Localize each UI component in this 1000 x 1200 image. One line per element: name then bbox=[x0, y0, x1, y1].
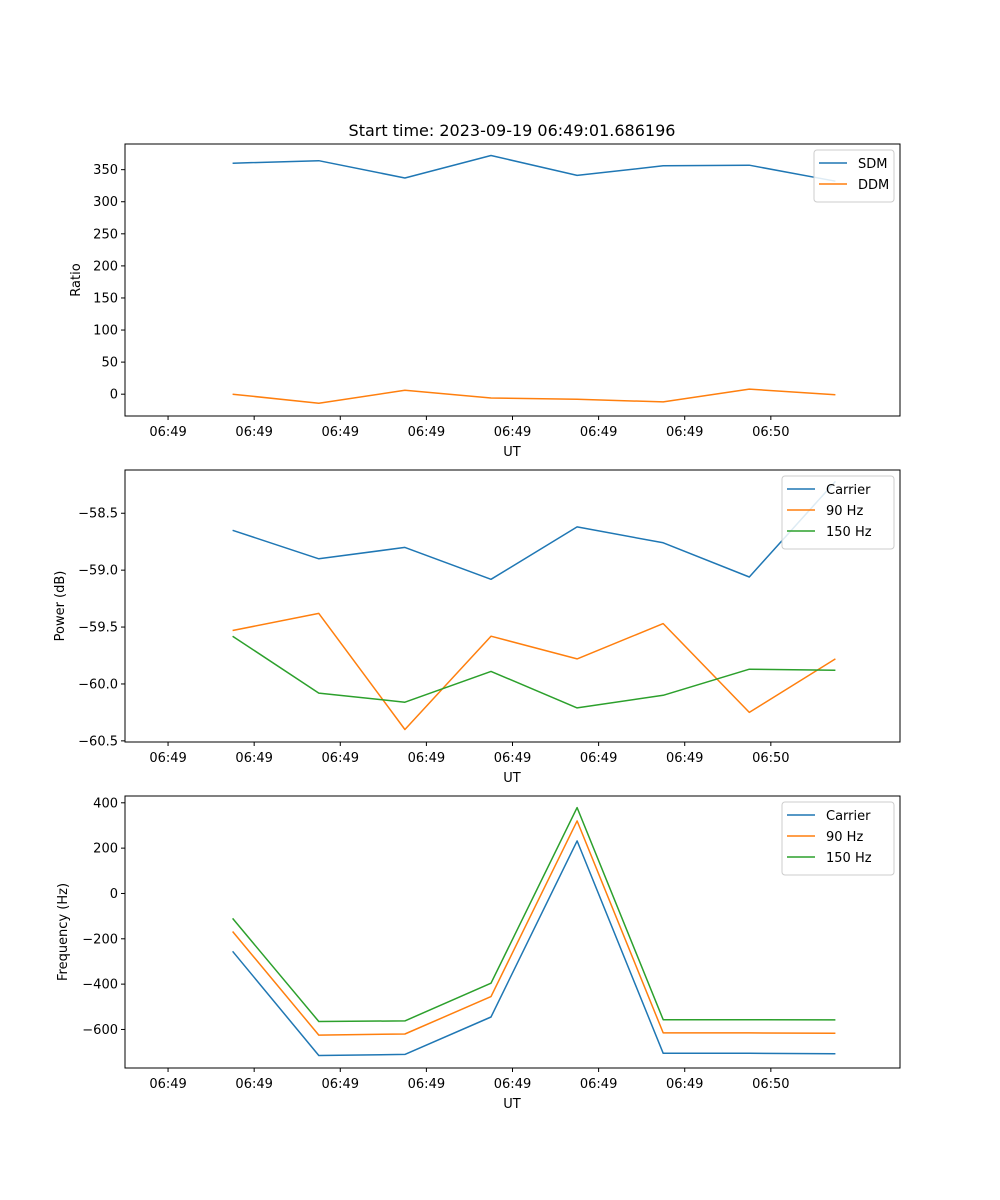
x-tick-label: 06:50 bbox=[752, 425, 789, 440]
y-tick-label: −58.5 bbox=[78, 507, 118, 522]
x-tick-label: 06:49 bbox=[666, 751, 703, 766]
x-tick-label: 06:49 bbox=[408, 751, 445, 766]
x-tick-label: 06:49 bbox=[580, 425, 617, 440]
x-tick-label: 06:49 bbox=[580, 751, 617, 766]
x-axis-label: UT bbox=[503, 1097, 521, 1112]
figure-title: Start time: 2023-09-19 06:49:01.686196 bbox=[349, 121, 676, 140]
x-tick-label: 06:49 bbox=[149, 425, 186, 440]
x-axis-label: UT bbox=[503, 771, 521, 786]
panel-ratio: 0 50 100 150 200 250 300 350 06:49 06:49 06:49 06:… bbox=[69, 143, 901, 460]
x-tick-label: 06:49 bbox=[494, 425, 531, 440]
series-line-150-hz bbox=[232, 635, 836, 709]
y-axis-label: Ratio bbox=[69, 263, 84, 296]
y-axis-label: Power (dB) bbox=[53, 571, 68, 642]
y-tick-label: −600 bbox=[82, 1023, 118, 1038]
x-tick-label: 06:49 bbox=[235, 1077, 272, 1092]
x-axis-label: UT bbox=[503, 445, 521, 460]
y-tick-label: 0 bbox=[110, 887, 118, 902]
y-tick-label: 200 bbox=[93, 259, 118, 274]
x-tick-label: 06:50 bbox=[752, 751, 789, 766]
legend-label: 150 Hz bbox=[826, 525, 872, 540]
y-tick-label: 100 bbox=[93, 324, 118, 339]
series-line-90-hz bbox=[232, 612, 836, 731]
panel-power: −58.5 −59.0 −59.5 −60.0 −60.5 06:49 06:49 06:4… bbox=[53, 469, 901, 786]
x-tick-label: 06:49 bbox=[149, 1077, 186, 1092]
y-tick-label: 250 bbox=[93, 227, 118, 242]
x-tick-label: 06:49 bbox=[580, 1077, 617, 1092]
y-tick-label: 300 bbox=[93, 195, 118, 210]
x-tick-label: 06:49 bbox=[494, 751, 531, 766]
x-tick-label: 06:49 bbox=[666, 425, 703, 440]
x-tick-label: 06:49 bbox=[408, 1077, 445, 1092]
y-tick-label: −59.0 bbox=[78, 564, 118, 579]
legend-label: Carrier bbox=[826, 809, 871, 824]
series-line-150-hz bbox=[232, 806, 836, 1023]
legend-label: SDM bbox=[858, 157, 887, 172]
y-tick-label: 350 bbox=[93, 163, 118, 178]
y-tick-label: 400 bbox=[93, 796, 118, 811]
series-line-ddm bbox=[232, 388, 836, 404]
series-line-sdm bbox=[232, 154, 836, 182]
x-tick-label: 06:49 bbox=[322, 1077, 359, 1092]
y-tick-label: 50 bbox=[101, 356, 118, 371]
x-tick-label: 06:49 bbox=[322, 425, 359, 440]
x-tick-label: 06:49 bbox=[494, 1077, 531, 1092]
legend-label: DDM bbox=[858, 178, 889, 193]
x-tick-label: 06:49 bbox=[408, 425, 445, 440]
y-axis-label: Frequency (Hz) bbox=[56, 883, 71, 981]
legend-label: 90 Hz bbox=[826, 830, 863, 845]
y-tick-label: 0 bbox=[110, 388, 118, 403]
x-tick-label: 06:49 bbox=[666, 1077, 703, 1092]
series-line-90-hz bbox=[232, 820, 836, 1036]
y-tick-label: −200 bbox=[82, 932, 118, 947]
y-tick-label: −400 bbox=[82, 978, 118, 993]
x-tick-label: 06:49 bbox=[149, 751, 186, 766]
legend-label: 150 Hz bbox=[826, 851, 872, 866]
y-tick-label: 200 bbox=[93, 842, 118, 857]
series-line-carrier bbox=[232, 840, 836, 1057]
legend-label: 90 Hz bbox=[826, 504, 863, 519]
y-tick-label: −59.5 bbox=[78, 621, 118, 636]
y-tick-label: 150 bbox=[93, 291, 118, 306]
x-tick-label: 06:49 bbox=[235, 425, 272, 440]
panel-frequency: 400 200 0 −200 −400 −600 06:49 06:49 06:49 06:49… bbox=[56, 795, 901, 1112]
y-tick-label: −60.0 bbox=[78, 677, 118, 692]
y-tick-label: −60.5 bbox=[78, 734, 118, 749]
x-tick-label: 06:49 bbox=[235, 751, 272, 766]
x-tick-label: 06:50 bbox=[752, 1077, 789, 1092]
series-line-carrier bbox=[232, 480, 836, 581]
x-tick-label: 06:49 bbox=[322, 751, 359, 766]
legend-label: Carrier bbox=[826, 483, 871, 498]
